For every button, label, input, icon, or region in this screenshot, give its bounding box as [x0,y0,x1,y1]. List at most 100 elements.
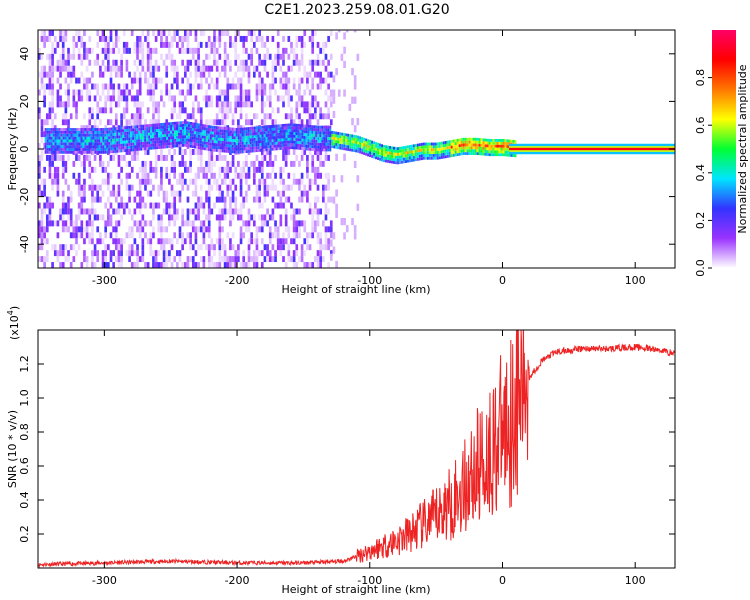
heatmap-cell [183,95,187,102]
heatmap-band-cell [241,147,244,151]
heatmap-cell [260,101,264,108]
heatmap-band-cell [247,138,250,142]
heatmap-band-cell [466,137,469,141]
heatmap-cell [80,202,84,209]
heatmap-cell [335,32,338,40]
heatmap-band-cell [363,137,366,141]
heatmap-cell [268,149,272,155]
heatmap-cell [223,262,227,268]
heatmap-cell [207,65,211,72]
heatmap-cell [91,83,94,90]
heatmap-band-cell [94,130,97,134]
heatmap-cell [321,77,325,84]
heatmap-cell [314,24,317,30]
heatmap-cell [162,238,166,245]
heatmap-band-cell [98,142,101,146]
heatmap-cell [218,30,222,36]
heatmap-cell [284,71,288,78]
heatmap-band-cell [158,137,161,141]
heatmap-band-cell [323,148,326,152]
heatmap-cell [170,53,174,60]
heatmap-cell [252,238,256,245]
heatmap-cell [186,89,190,96]
heatmap-cell [215,113,219,120]
heatmap-cell [138,59,142,66]
heatmap-band-cell [301,127,304,131]
heatmap-cell [93,154,97,161]
heatmap-cell [176,208,179,215]
heatmap-band-cell [106,127,109,131]
heatmap-cell [234,47,238,54]
heatmap-cell [56,250,60,257]
heatmap-cell [114,101,118,108]
heatmap-band-cell [130,142,133,146]
heatmap-cell [75,238,78,245]
heatmap-cell [229,178,232,185]
heatmap-cell [157,65,161,72]
heatmap-band-cell [213,143,216,146]
heatmap-band-cell [261,125,264,129]
heatmap-cell [242,101,246,108]
heatmap-cell [83,113,86,120]
heatmap-band-cell [265,136,268,140]
heatmap-cell [202,226,206,233]
heatmap-cell [72,172,76,179]
heatmap-cell [168,214,171,221]
heatmap-band-cell [213,145,216,149]
heatmap-band-cell [166,145,169,149]
heatmap-band-cell [321,139,324,143]
heatmap-band-cell [253,132,256,136]
heatmap-cell [215,35,219,42]
heatmap-cell [104,244,108,251]
heatmap-band-cell [178,121,180,125]
heatmap-cell [308,119,312,126]
heatmap-band-cell [440,147,443,151]
heatmap-cell [284,226,288,233]
heatmap-cell [101,71,105,78]
heatmap-cell [221,107,224,114]
heatmap-band-cell [215,137,218,141]
heatmap-band-cell [94,133,97,137]
heatmap-band-cell [130,145,133,149]
heatmap-cell [229,238,232,245]
heatmap-cell [229,35,232,42]
heatmap-band-cell [217,129,220,133]
heatmap-band-cell [148,129,151,133]
heatmap-band-cell [243,130,246,134]
heatmap-band-cell [56,139,59,143]
heatmap-band-cell [209,139,212,143]
heatmap-cell [117,256,121,263]
heatmap-band-cell [436,142,439,146]
heatmap-cell [189,154,192,161]
heatmap-band-cell [68,145,71,149]
heatmap-cell [314,196,317,203]
heatmap-cell [250,47,253,54]
heatmap-cell [186,113,190,120]
heatmap-band-cell [68,150,71,154]
heatmap-cell [107,184,110,191]
heatmap-band-cell [396,150,399,153]
heatmap-band-cell [82,150,85,154]
heatmap-band-cell [203,135,206,139]
heatmap-cell [77,172,81,179]
heatmap-cell [332,110,336,119]
heatmap-band-cell [271,144,274,148]
heatmap-cell [101,47,105,54]
heatmap-cell [146,220,150,227]
heatmap-cell [75,154,78,161]
heatmap-band-cell [92,128,95,131]
heatmap-cell [99,71,102,78]
heatmap-band-cell [138,133,141,137]
heatmap-cell [245,160,248,167]
heatmap-band-cell [174,124,177,128]
heatmap-cell [88,77,92,84]
heatmap-cell [279,53,283,60]
heatmap-cell [107,95,110,102]
heatmap-cell [316,41,320,48]
heatmap-band-cell [468,146,471,150]
heatmap-band-cell [255,126,258,130]
heatmap-cell [61,154,65,161]
heatmap-band-cell [66,130,69,134]
heatmap-cell [237,65,240,72]
heatmap-band-cell [428,153,431,157]
